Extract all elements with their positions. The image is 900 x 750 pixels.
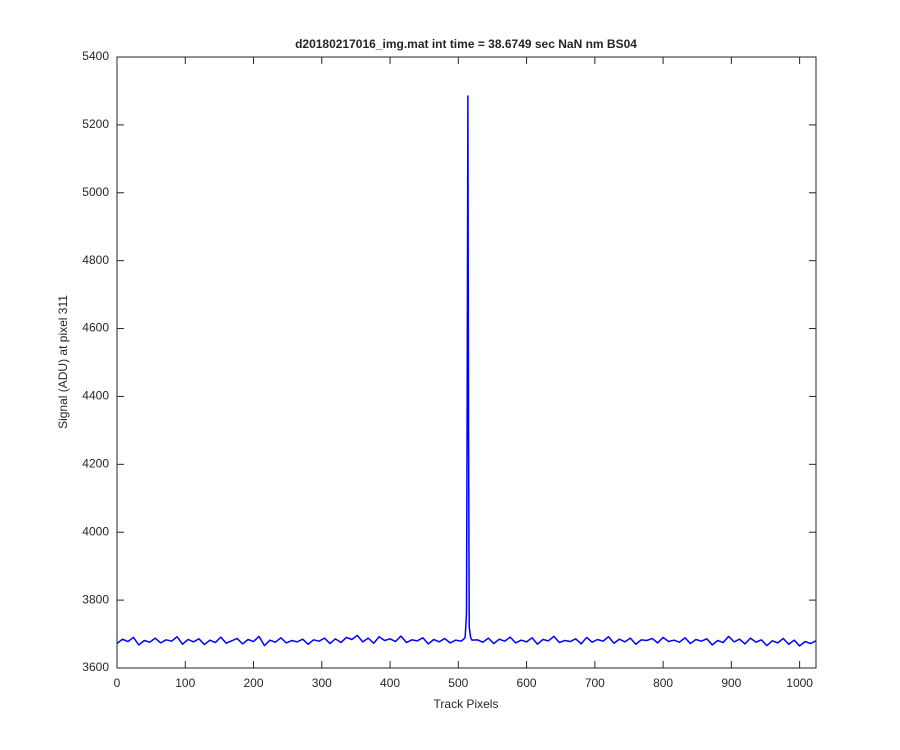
x-tick-label: 400 — [380, 676, 400, 690]
x-tick-label: 900 — [721, 676, 741, 690]
x-tick-label: 800 — [653, 676, 673, 690]
x-tick-label: 1000 — [786, 676, 813, 690]
x-tick-label: 300 — [312, 676, 332, 690]
y-tick-label: 3800 — [82, 592, 109, 606]
y-tick-label: 4800 — [82, 253, 109, 267]
y-axis-label: Signal (ADU) at pixel 311 — [56, 295, 70, 429]
x-tick-label: 700 — [585, 676, 605, 690]
x-tick-label: 200 — [244, 676, 264, 690]
y-tick-label: 5400 — [82, 49, 109, 63]
x-tick-label: 500 — [448, 676, 468, 690]
plot-box — [116, 56, 817, 669]
y-tick-label: 5000 — [82, 185, 109, 199]
y-tick-label: 4600 — [82, 321, 109, 335]
x-tick-label: 100 — [175, 676, 195, 690]
y-tick-label: 4200 — [82, 457, 109, 471]
x-tick-label: 0 — [114, 676, 121, 690]
y-tick-label: 4400 — [82, 389, 109, 403]
chart-title: d20180217016_img.mat int time = 38.6749 … — [295, 37, 637, 51]
data-line — [116, 95, 817, 647]
x-axis-label: Track Pixels — [434, 697, 499, 711]
y-tick-label: 4000 — [82, 524, 109, 538]
y-tick-label: 3600 — [82, 660, 109, 674]
y-tick-label: 5200 — [82, 117, 109, 131]
x-tick-label: 600 — [517, 676, 537, 690]
